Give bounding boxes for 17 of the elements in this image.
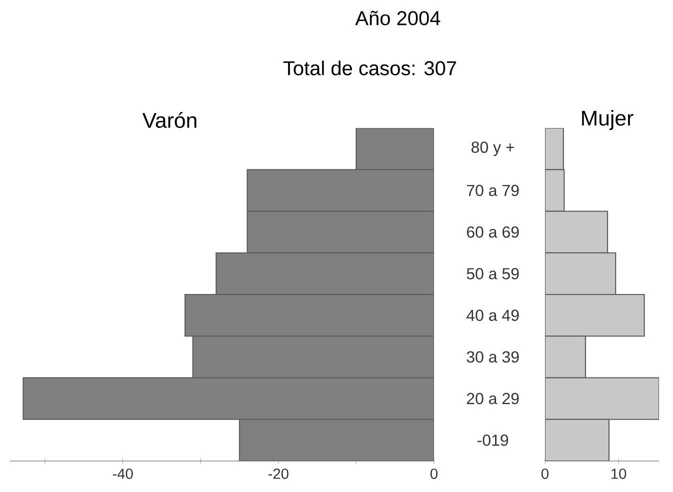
y-tick-label: 20 a 29 xyxy=(466,392,519,404)
y-tick-label: 80 y + xyxy=(472,142,514,156)
x-tick-label: 0 xyxy=(430,468,438,479)
chart-title: Año 2004 xyxy=(355,10,440,26)
y-tick-label: 70 a 79 xyxy=(466,184,519,196)
x-tick-label: -20 xyxy=(268,468,288,479)
x-tick-label: 10 xyxy=(612,468,626,479)
y-tick-label: 60 a 69 xyxy=(466,226,519,238)
y-tick-label: 30 a 39 xyxy=(466,351,519,363)
series-label: Mujer xyxy=(582,110,634,130)
y-tick-label: 50 a 59 xyxy=(466,268,519,280)
x-tick-label: -40 xyxy=(112,468,133,479)
y-tick-label: 40 a 49 xyxy=(466,310,519,321)
chart-subtitle: Total de casos: 307 xyxy=(283,60,456,76)
text: Varón xyxy=(142,112,196,128)
x-tick-label: 0 xyxy=(541,468,549,479)
y-tick-label: -019 xyxy=(478,434,508,446)
